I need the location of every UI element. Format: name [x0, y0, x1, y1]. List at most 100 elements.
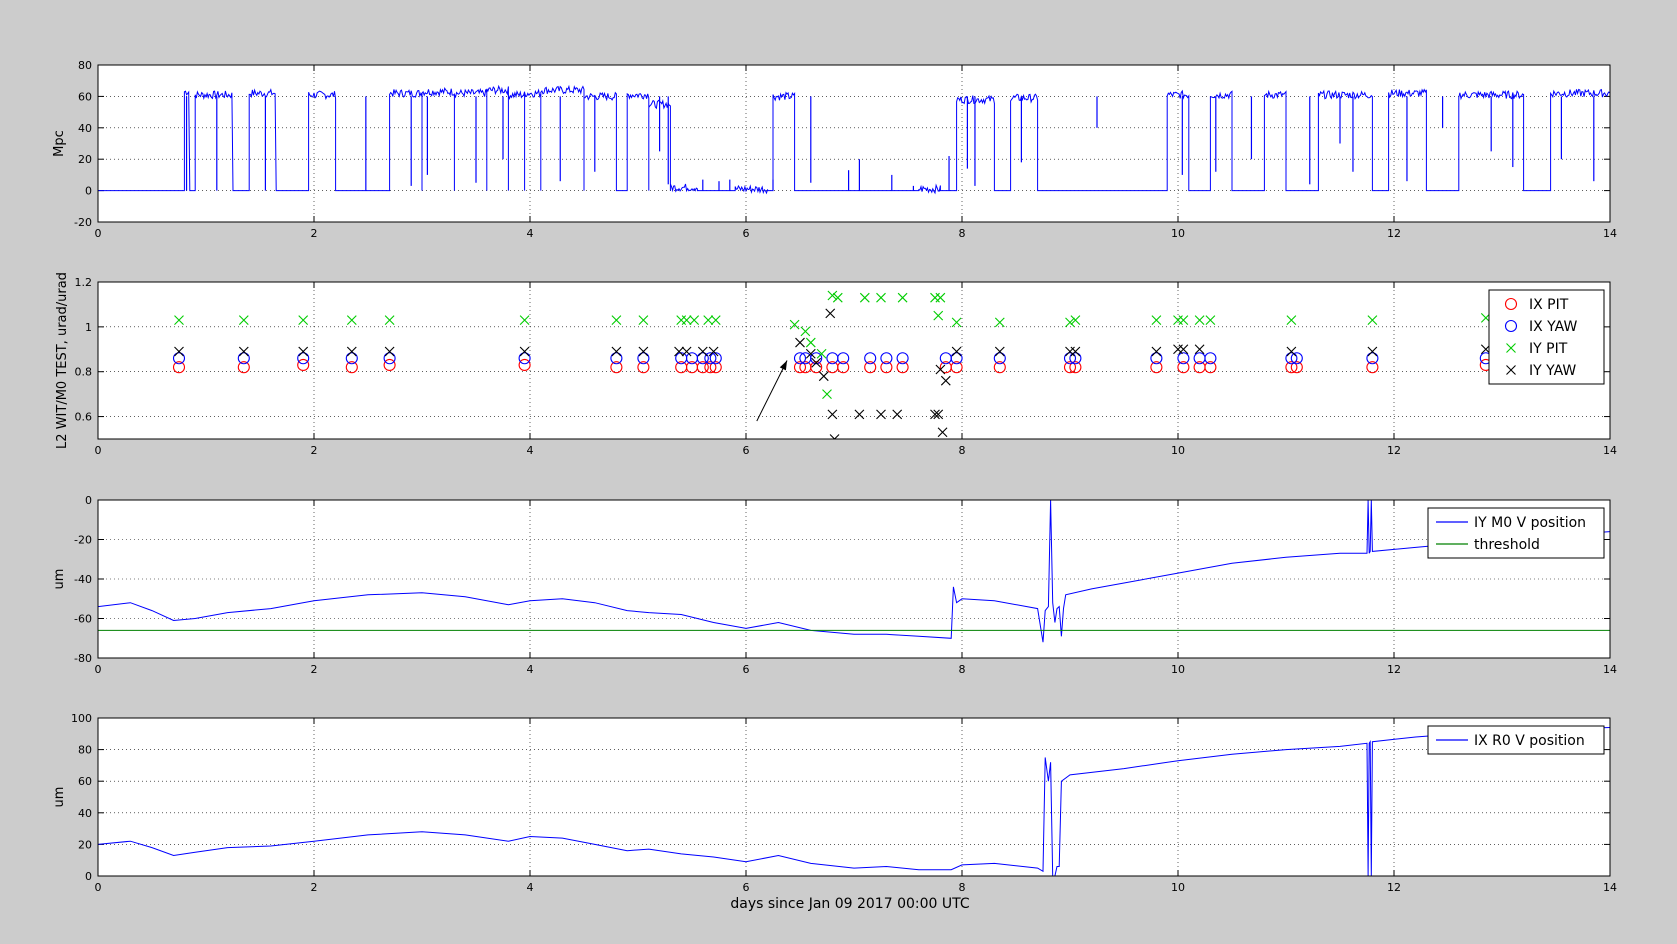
plot-frame: [97, 499, 1611, 659]
ix-yaw-point: [896, 352, 909, 365]
y-tick-label: 20: [78, 838, 92, 851]
iy-pit-point: [681, 315, 692, 326]
iy-pit-point-stroke: [816, 348, 827, 359]
legend-label: threshold: [1474, 537, 1540, 553]
iy-yaw-point: [825, 308, 836, 319]
plot-frame: [97, 717, 1611, 877]
ix-yaw-point: [1177, 352, 1190, 365]
ix-yaw-point: [793, 352, 807, 365]
x-tick-label: 0: [95, 663, 102, 676]
legend-label: IY PIT: [1529, 341, 1568, 357]
y-axis-label: um: [52, 787, 67, 808]
ix-yaw-point: [837, 352, 850, 365]
iy-pit-point-stroke: [859, 292, 870, 303]
x-tick-label: 12: [1387, 444, 1401, 457]
iy-yaw-point-stroke: [892, 409, 903, 420]
ix-yaw-point: [1150, 352, 1163, 365]
iy-yaw-point-stroke: [829, 434, 836, 439]
ix-r0-v-position-line: [98, 727, 1610, 876]
ix-yaw-point: [1204, 352, 1217, 365]
iy-yaw-point-stroke: [346, 346, 357, 357]
plot-frame: [97, 281, 1611, 440]
ix-pit-point: [1150, 361, 1163, 374]
legend-marker: [1504, 319, 1518, 333]
iy-pit-point: [174, 315, 184, 326]
iy-yaw-point: [795, 337, 805, 348]
iy-yaw-point-stroke: [940, 375, 951, 386]
x-tick-label: 8: [959, 881, 966, 894]
iy-yaw-point: [681, 346, 692, 357]
iy-pit-point-stroke: [346, 315, 357, 326]
iy-yaw-point: [174, 346, 184, 357]
iy-yaw-point: [940, 375, 951, 386]
iy-yaw-point: [933, 409, 944, 420]
iy-yaw-point: [298, 346, 309, 357]
iy-yaw-point-stroke: [951, 346, 962, 357]
ix-pit-point: [1177, 361, 1190, 374]
x-tick-label: 0: [95, 881, 102, 894]
x-tick-label: 4: [527, 227, 534, 240]
iy-yaw-point: [1151, 346, 1162, 357]
iy-pit-point-stroke: [876, 292, 886, 303]
iy-pit-point: [822, 389, 832, 400]
ix-yaw-point: [696, 352, 709, 365]
ix-pit-point: [793, 361, 807, 374]
iy-pit-point: [805, 337, 816, 348]
iy-yaw-point-stroke: [238, 346, 249, 357]
x-tick-label: 12: [1387, 227, 1401, 240]
x-tick-label: 12: [1387, 881, 1401, 894]
y-tick-label: 0: [85, 185, 92, 198]
iy-yaw-point: [805, 348, 816, 359]
iy-pit-point: [384, 315, 395, 326]
x-tick-label: 8: [959, 663, 966, 676]
iy-m0-v-position-line: [98, 500, 1610, 643]
iy-yaw-point-stroke: [937, 427, 948, 438]
y-tick-label: 0: [85, 870, 92, 883]
ix-yaw-point: [704, 352, 717, 365]
iy-pit-point: [519, 315, 530, 326]
iy-pit-point: [1286, 315, 1297, 326]
data-layer: [98, 500, 1610, 643]
iy-pit-point-stroke: [805, 337, 816, 348]
iy-pit-point: [298, 315, 309, 326]
y-tick-label: -80: [74, 652, 92, 665]
ix-pit-point: [1285, 361, 1298, 374]
iy-yaw-point: [1194, 344, 1205, 355]
iy-pit-point-stroke: [933, 310, 944, 321]
ix-yaw-point: [1285, 352, 1298, 365]
ix-yaw-point: [610, 352, 623, 365]
iy-pit-point: [816, 348, 827, 359]
iy-yaw-point-stroke: [681, 346, 692, 357]
legend-label: IY M0 V position: [1474, 515, 1586, 531]
iy-pit-point-stroke: [994, 317, 1005, 328]
legend: IY M0 V position threshold: [1427, 507, 1605, 559]
y-tick-label: 20: [78, 153, 92, 166]
iy-yaw-point: [1178, 344, 1189, 355]
annotation-arrow-head: [779, 360, 788, 371]
ix-pit-point: [704, 361, 717, 374]
iy-yaw-point-stroke: [827, 409, 838, 420]
ix-pit-point: [237, 361, 250, 374]
iy-yaw-point-stroke: [708, 346, 719, 357]
ix-yaw-point: [383, 352, 396, 365]
ix-pit-point: [297, 358, 310, 372]
ix-yaw-point: [1063, 352, 1077, 365]
x-tick-label: 6: [743, 663, 750, 676]
range-trace-line: [98, 84, 1610, 195]
panel-iy-m0-v-position: 0 2 4 6 8 10 12 14 -80 -60 -40 -20 0 um IY M0 V positi…: [52, 494, 1617, 676]
data-layer: [98, 84, 1610, 195]
ix-pit-point: [610, 361, 623, 374]
y-axis-label: um: [52, 569, 67, 590]
y-axis-label: L2 WIT/M0 TEST, urad/urad: [55, 272, 70, 449]
y-tick-label: 80: [78, 59, 92, 72]
legend-box: [1488, 289, 1605, 385]
iy-pit-point-stroke: [800, 326, 811, 337]
iy-pit-point: [703, 315, 714, 326]
iy-pit-point: [876, 292, 886, 303]
iy-yaw-point: [384, 346, 395, 357]
iy-yaw-point-stroke: [697, 346, 708, 357]
iy-pit-point-stroke: [638, 315, 649, 326]
iy-yaw-point-stroke: [930, 409, 940, 420]
ix-pit-point: [1069, 361, 1082, 374]
x-tick-label: 6: [743, 444, 750, 457]
